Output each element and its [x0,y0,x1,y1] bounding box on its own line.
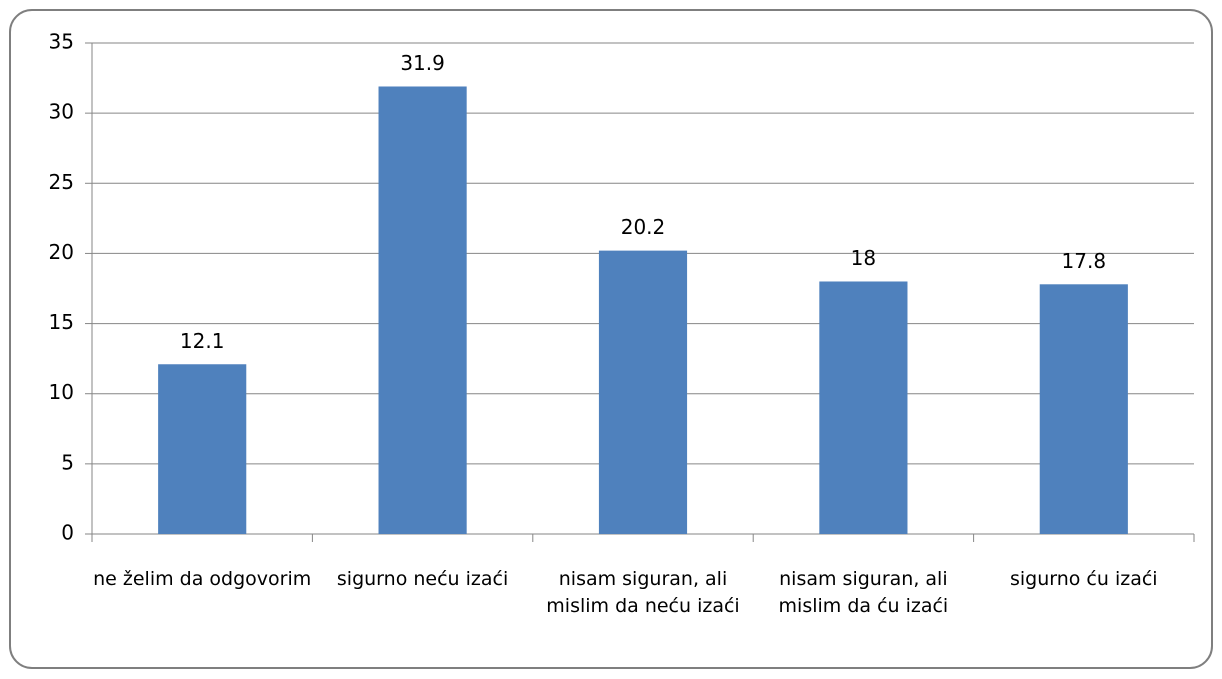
y-tick-label: 10 [49,380,74,404]
x-tick-label-box: ne želim da odgovorim [93,568,312,590]
y-tick-label: 0 [61,521,74,545]
value-label: 31.9 [400,51,445,75]
x-tick-label: ne želim da odgovorim [93,568,312,590]
bar [378,86,467,534]
x-tick-label: sigurno neću izaći [336,568,509,590]
x-tick-label: sigurno ću izaći [1009,568,1158,590]
x-tick-label: nisam siguran, ali mislim da neću izaći [546,568,740,617]
y-tick-label: 5 [61,450,74,474]
value-label: 18 [851,246,876,270]
x-tick-label-box: sigurno neću izaći [336,568,509,590]
bar [598,250,688,534]
x-tick-label-box: sigurno ću izaći [1009,568,1158,590]
bar [819,281,908,534]
y-tick-label: 20 [49,240,74,264]
value-label: 17.8 [1062,249,1107,273]
y-tick-label: 15 [49,310,74,334]
value-label: 20.2 [621,215,666,239]
bar [158,364,247,534]
x-tick-label: nisam siguran, ali mislim da ću izaći [778,568,949,617]
x-tick-label-box: nisam siguran, ali mislim da ću izaći [778,568,949,617]
bar [1039,284,1128,534]
y-tick-label: 30 [49,100,74,124]
value-label: 12.1 [180,329,225,353]
y-tick-label: 25 [49,170,74,194]
x-tick-label-box: nisam siguran, ali mislim da neću izaći [546,568,740,617]
y-tick-label: 35 [49,30,74,54]
